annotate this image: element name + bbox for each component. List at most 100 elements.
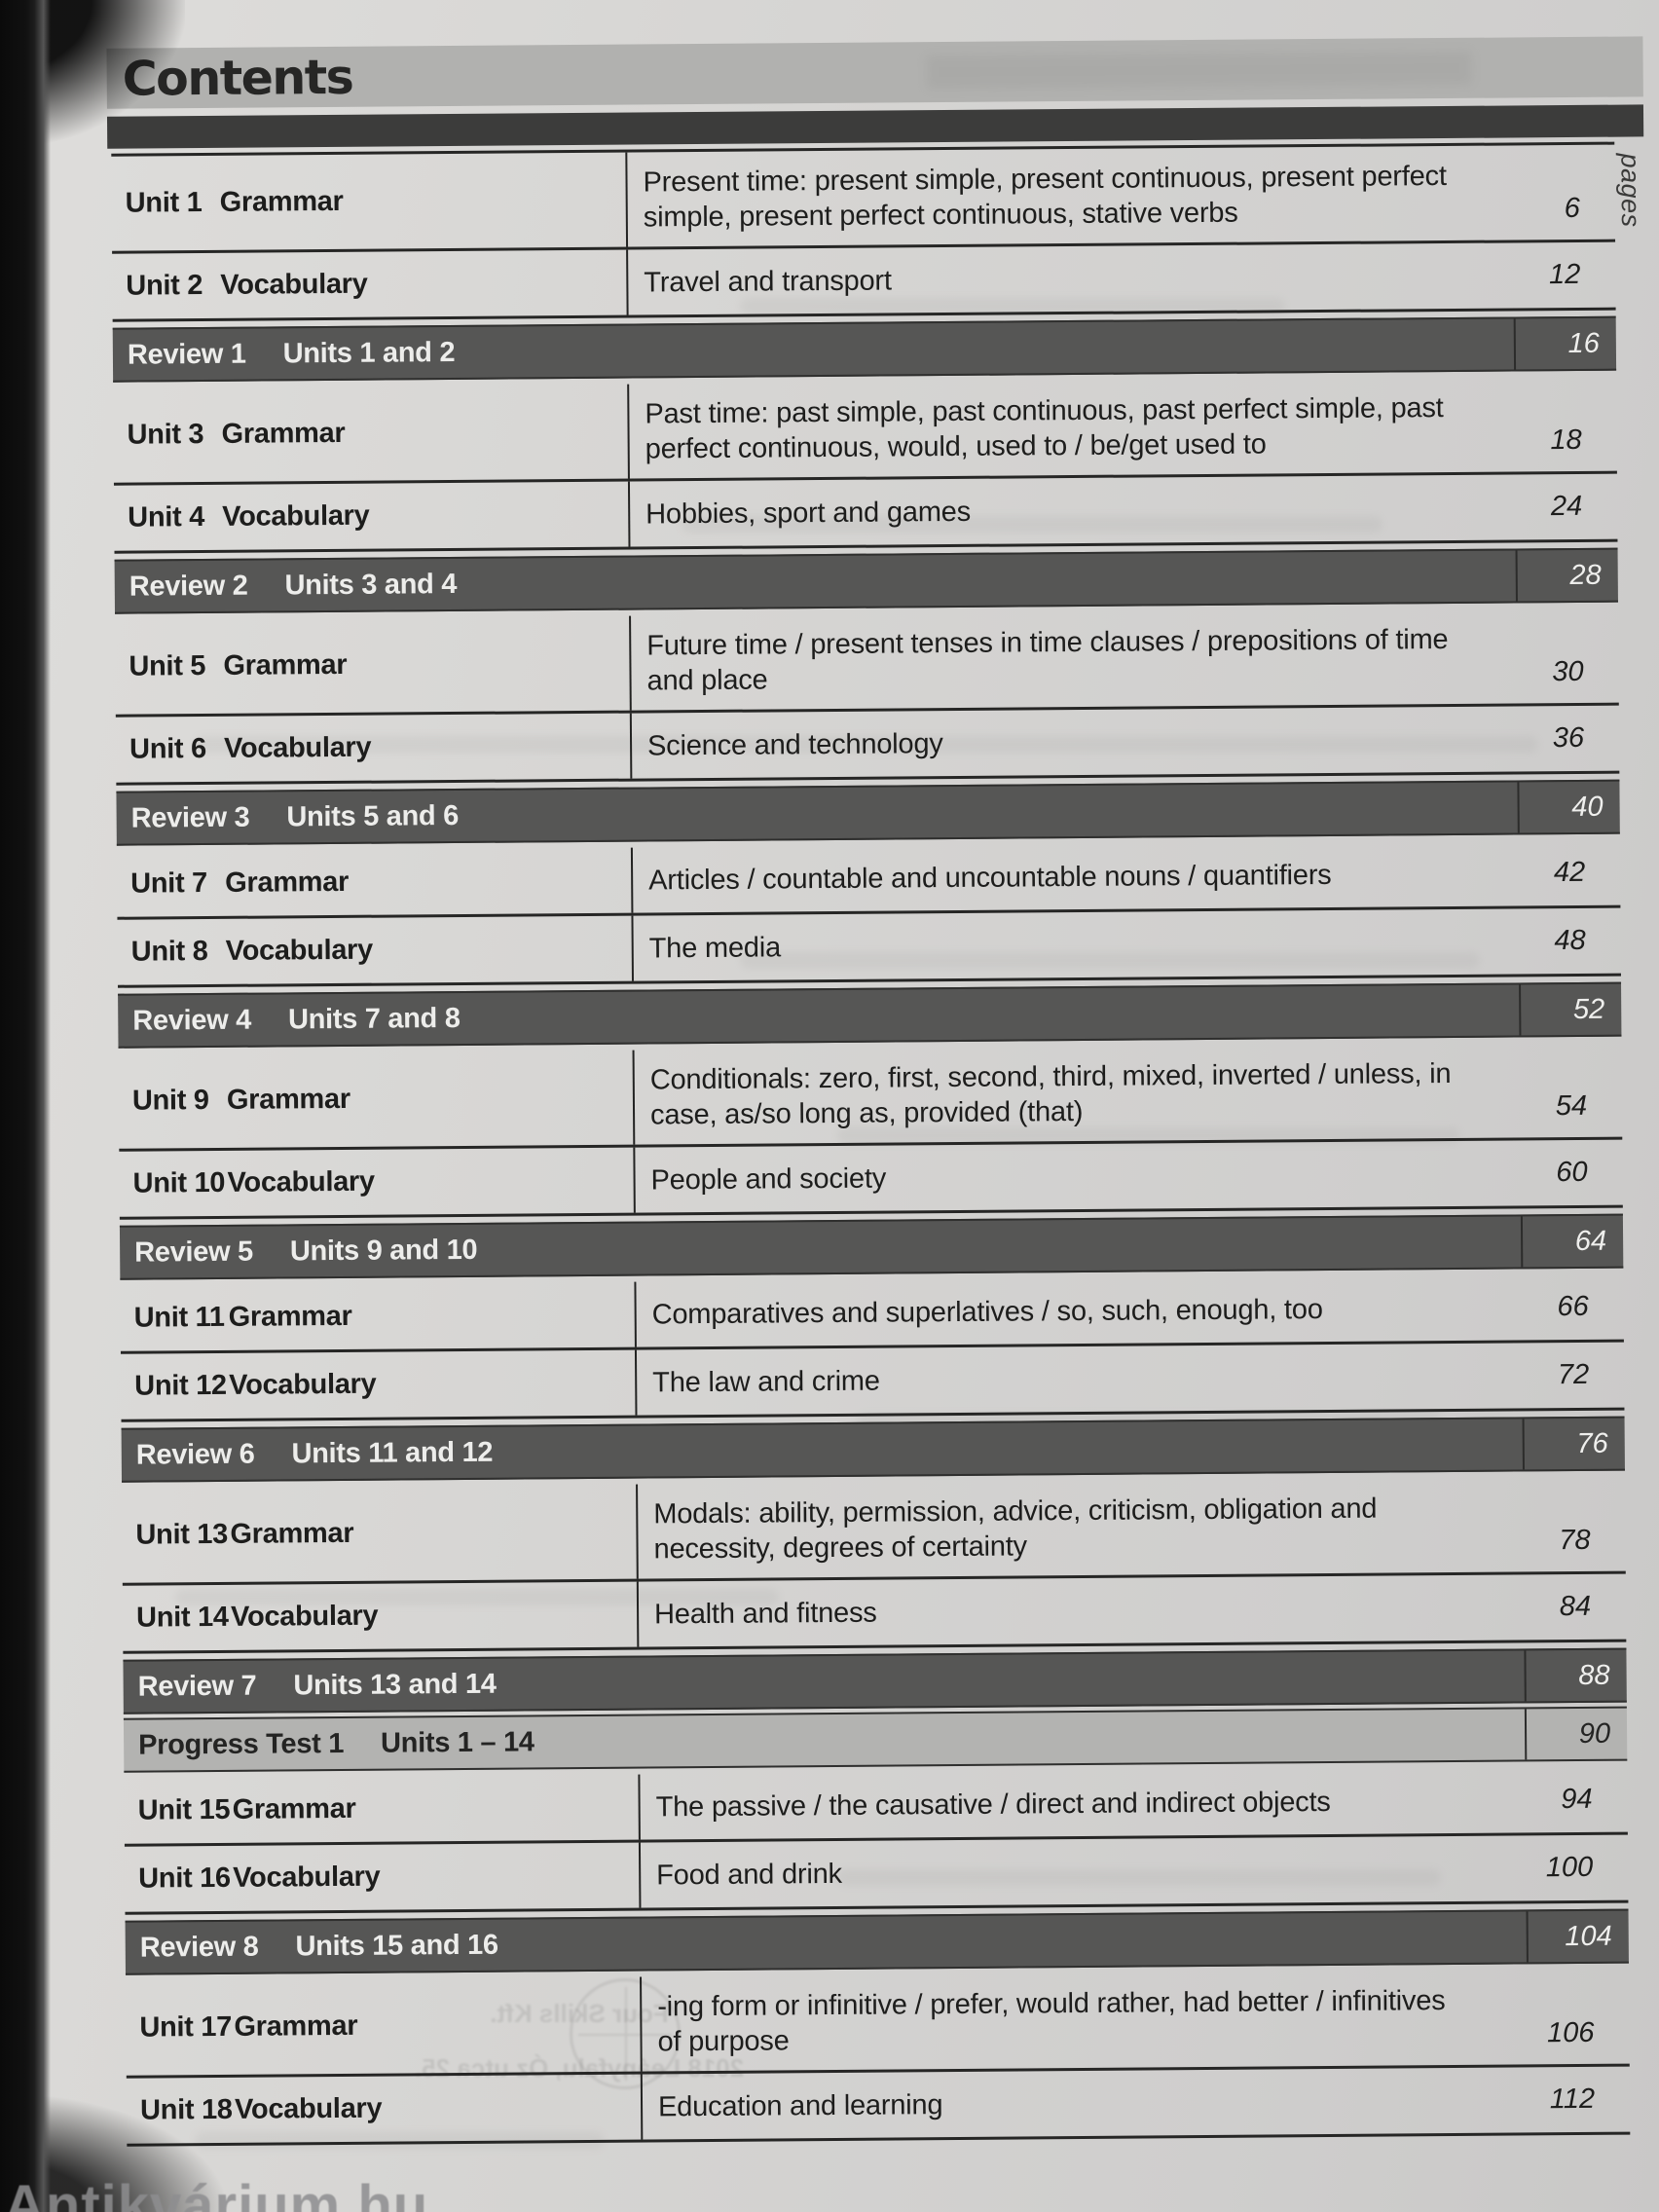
unit-description: The media (648, 931, 782, 964)
unit-category: Grammar (234, 2009, 358, 2043)
unit-label-cell: Unit 7 Grammar (116, 847, 634, 917)
bar-page-number: 64 (1520, 1215, 1624, 1268)
unit-label-cell: Unit 12 Vocabulary (120, 1349, 638, 1419)
unit-number: Unit 15 (137, 1793, 231, 1826)
bar-page-number: 40 (1517, 781, 1620, 833)
unit-label-cell: Unit 11 Grammar (120, 1281, 637, 1351)
unit-category: Grammar (225, 866, 350, 899)
unit-number: Unit 7 (130, 867, 208, 900)
unit-page-number: 60 (1556, 1156, 1588, 1189)
unit-label-cell: Unit 1 Grammar (111, 152, 629, 251)
book-spine-edge (0, 0, 51, 2212)
unit-label-cell: Unit 9 Grammar (118, 1050, 636, 1149)
unit-page-number: 72 (1557, 1358, 1590, 1391)
bar-units-range: Units 3 and 4 (284, 568, 458, 601)
unit-label-cell: Unit 3 Grammar (113, 384, 630, 483)
unit-page-number: 18 (1550, 424, 1582, 457)
unit-category: Grammar (223, 648, 348, 682)
bar-title: Progress Test 1 (138, 1727, 345, 1761)
unit-description: Present time: present simple, present co… (643, 160, 1447, 233)
pages-column-label: pages (1615, 153, 1645, 228)
unit-page-number: 84 (1559, 1590, 1592, 1623)
bar-units-range: Units 11 and 12 (291, 1436, 494, 1469)
unit-label-cell: Unit 17 Grammar (126, 1976, 643, 2076)
toc-unit-row: Unit 11 Grammar Comparatives and superlati… (120, 1273, 1624, 1354)
bar-label-cell: Review 4 Units 7 and 8 (118, 984, 1519, 1046)
unit-number: Unit 17 (139, 2010, 233, 2044)
bar-title: Review 4 (132, 1004, 252, 1037)
bar-page-number: 28 (1515, 549, 1618, 602)
toc-unit-row: Unit 9 Grammar Conditionals: zero, first, … (118, 1042, 1623, 1152)
toc-unit-row: Unit 6 Vocabulary Science and technology 36 (115, 705, 1620, 786)
bar-label-cell: Review 7 Units 13 and 14 (123, 1650, 1524, 1712)
bar-units-range: Units 5 and 6 (286, 799, 460, 832)
bar-title: Review 5 (134, 1235, 254, 1269)
toc-unit-row: Unit 4 Vocabulary Hobbies, sport and games… (113, 473, 1618, 554)
bar-units-range: Units 1 – 14 (380, 1725, 535, 1759)
bar-page-number: 90 (1524, 1708, 1628, 1760)
bar-page-number: 88 (1524, 1649, 1627, 1702)
unit-page-number: 36 (1552, 721, 1585, 755)
unit-category: Vocabulary (220, 268, 368, 301)
unit-description: People and society (650, 1162, 887, 1196)
bar-label-cell: Review 6 Units 11 and 12 (122, 1419, 1523, 1480)
unit-category: Vocabulary (234, 2092, 383, 2125)
toc-review-row: Review 8 Units 15 and 16 104 (125, 1908, 1629, 1975)
unit-number: Unit 14 (135, 1601, 229, 1634)
unit-number: Unit 2 (126, 270, 203, 302)
bar-page-number: 104 (1526, 1910, 1629, 1963)
unit-number: Unit 16 (138, 1862, 231, 1895)
toc-unit-row: Unit 16 Vocabulary Food and drink 100 (124, 1834, 1629, 1915)
toc-review-row: Review 7 Units 13 and 14 88 (123, 1647, 1627, 1714)
unit-category: Vocabulary (233, 1861, 381, 1894)
unit-page-number: 100 (1545, 1851, 1594, 1884)
unit-category: Grammar (219, 185, 344, 218)
unit-category: Grammar (228, 1300, 352, 1333)
toc-unit-row: Unit 7 Grammar Articles / countable and un… (116, 839, 1621, 920)
bar-page-number: 16 (1513, 317, 1617, 370)
unit-page-number: 54 (1555, 1089, 1588, 1123)
bleed-through-ghost (195, 736, 1538, 753)
unit-description: Conditionals: zero, first, second, third… (649, 1057, 1452, 1130)
unit-page-number: 6 (1564, 192, 1580, 225)
bar-label-cell: Review 8 Units 15 and 16 (126, 1911, 1527, 1972)
unit-number: Unit 12 (134, 1369, 227, 1402)
unit-description: Hobbies, sport and games (645, 496, 972, 530)
unit-label-cell: Unit 2 Vocabulary (112, 249, 629, 319)
toc-review-row: Review 4 Units 7 and 8 52 (118, 981, 1622, 1049)
unit-label-cell: Unit 15 Grammar (124, 1774, 641, 1844)
unit-page-number: 24 (1550, 490, 1583, 523)
unit-category: Vocabulary (223, 731, 372, 764)
toc-unit-row: Unit 17 Grammar -ing form or infinitive / … (126, 1969, 1630, 2079)
bar-units-range: Units 1 and 2 (282, 336, 456, 369)
bar-units-range: Units 7 and 8 (287, 1002, 461, 1035)
bar-title: Review 3 (130, 801, 250, 834)
bleed-through-ghost (837, 1869, 1441, 1886)
toc-unit-row: Unit 12 Vocabulary The law and crime 72 (120, 1342, 1625, 1422)
unit-page-number: 12 (1548, 258, 1581, 291)
toc-unit-row: Unit 2 Vocabulary Travel and transport 12 (112, 241, 1616, 322)
unit-number: Unit 3 (127, 419, 204, 451)
bar-title: Review 1 (127, 338, 246, 371)
bar-title: Review 8 (139, 1931, 259, 1964)
bleed-through-ghost (175, 1589, 779, 1605)
bar-label-cell: Review 3 Units 5 and 6 (116, 782, 1517, 843)
unit-category: Vocabulary (222, 499, 370, 533)
unit-description: Science and technology (646, 727, 943, 761)
toc-review-row: Review 1 Units 1 and 2 16 (112, 315, 1617, 383)
bar-title: Review 6 (135, 1438, 255, 1471)
toc-unit-row: Unit 18VocabularyEducation and learning1… (126, 2066, 1631, 2147)
toc-review-row: Review 6 Units 11 and 12 76 (121, 1416, 1625, 1483)
unit-description: Food and drink (656, 1858, 842, 1891)
bleed-through-ghost (926, 51, 1472, 90)
watermark: Antikvárium.hu (4, 2174, 429, 2212)
unit-label-cell: Unit 6 Vocabulary (115, 713, 633, 783)
unit-number: Unit 8 (130, 936, 208, 968)
unit-category: Grammar (230, 1517, 354, 1550)
stamp-ghost-circle (570, 1978, 681, 2089)
unit-description: Education and learning (657, 2088, 943, 2122)
unit-label-cell: Unit 5 Grammar (115, 615, 632, 715)
unit-number: Unit 13 (135, 1518, 229, 1551)
unit-category: Vocabulary (227, 1165, 375, 1198)
bar-title: Review 2 (129, 570, 248, 603)
